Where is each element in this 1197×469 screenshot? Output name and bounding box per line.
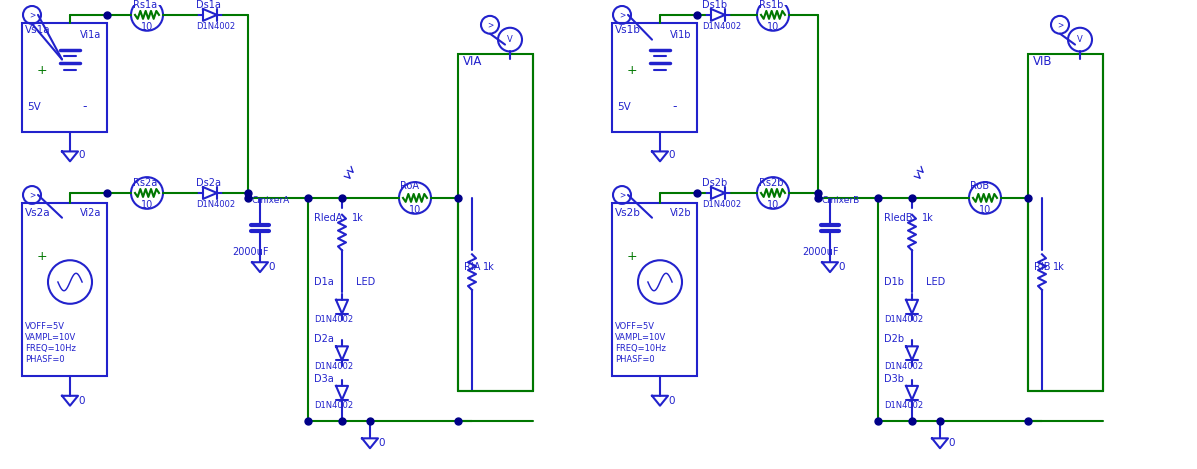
Text: >: > bbox=[619, 190, 625, 199]
Text: +: + bbox=[627, 64, 638, 77]
Text: +: + bbox=[37, 250, 48, 263]
Text: >: > bbox=[29, 190, 35, 199]
Text: Rs1a: Rs1a bbox=[133, 0, 157, 10]
Text: VOFF=5V: VOFF=5V bbox=[615, 322, 655, 331]
Text: RledB: RledB bbox=[885, 213, 912, 223]
Bar bbox=[1028, 54, 1102, 391]
Text: D1a: D1a bbox=[314, 277, 334, 287]
Text: Rs1b: Rs1b bbox=[759, 0, 783, 10]
Text: D1N4002: D1N4002 bbox=[885, 315, 923, 324]
Text: VOFF=5V: VOFF=5V bbox=[25, 322, 65, 331]
Text: Vs2b: Vs2b bbox=[615, 208, 640, 218]
Text: D1N4002: D1N4002 bbox=[314, 315, 353, 324]
Text: RledA: RledA bbox=[314, 213, 342, 223]
Text: FREQ=10Hz: FREQ=10Hz bbox=[615, 344, 666, 353]
Text: LED: LED bbox=[926, 277, 946, 287]
Text: 1k: 1k bbox=[352, 213, 364, 223]
Text: D1N4002: D1N4002 bbox=[314, 362, 353, 371]
Text: D1b: D1b bbox=[885, 277, 904, 287]
Text: 10: 10 bbox=[979, 205, 991, 215]
Text: VAMPL=10V: VAMPL=10V bbox=[615, 333, 667, 342]
Text: 10: 10 bbox=[141, 200, 153, 210]
Text: D2a: D2a bbox=[314, 334, 334, 344]
Text: Rs2b: Rs2b bbox=[759, 178, 784, 188]
Text: RoB: RoB bbox=[970, 181, 989, 191]
Text: Vs1a: Vs1a bbox=[25, 25, 50, 35]
Text: D1N4002: D1N4002 bbox=[701, 200, 741, 209]
Bar bbox=[612, 23, 697, 132]
Text: 0: 0 bbox=[838, 262, 845, 272]
Text: RoA: RoA bbox=[400, 181, 419, 191]
Text: 1k: 1k bbox=[922, 213, 934, 223]
Text: Vi1b: Vi1b bbox=[670, 30, 692, 40]
Text: 2000uF: 2000uF bbox=[232, 247, 268, 257]
Text: RIA: RIA bbox=[464, 262, 480, 272]
Text: Vs1b: Vs1b bbox=[615, 25, 640, 35]
Text: VAMPL=10V: VAMPL=10V bbox=[25, 333, 77, 342]
Text: >: > bbox=[487, 20, 493, 29]
Text: CmixerB: CmixerB bbox=[822, 197, 861, 205]
Text: Vi1a: Vi1a bbox=[80, 30, 102, 40]
Text: Vi2a: Vi2a bbox=[80, 208, 102, 218]
Text: Ds2a: Ds2a bbox=[196, 178, 221, 188]
Text: Ds1a: Ds1a bbox=[196, 0, 221, 10]
Text: >: > bbox=[619, 10, 625, 19]
Bar bbox=[22, 203, 107, 376]
Text: PHASF=0: PHASF=0 bbox=[615, 355, 655, 363]
Text: V: V bbox=[508, 35, 512, 44]
Text: D1N4002: D1N4002 bbox=[196, 200, 235, 209]
Text: D1N4002: D1N4002 bbox=[314, 401, 353, 410]
Bar bbox=[612, 203, 697, 376]
Text: D2b: D2b bbox=[885, 334, 904, 344]
Text: 0: 0 bbox=[948, 438, 954, 448]
Text: RIB: RIB bbox=[1034, 262, 1051, 272]
Bar bbox=[22, 23, 107, 132]
Text: D3a: D3a bbox=[314, 374, 334, 384]
Text: CmixerA: CmixerA bbox=[253, 197, 290, 205]
Text: 0: 0 bbox=[78, 151, 85, 160]
Text: 1k: 1k bbox=[484, 262, 494, 272]
Text: +: + bbox=[627, 250, 638, 263]
Text: LED: LED bbox=[356, 277, 375, 287]
Text: 10: 10 bbox=[409, 205, 421, 215]
Text: 10: 10 bbox=[141, 22, 153, 32]
Text: D3b: D3b bbox=[885, 374, 904, 384]
Text: 10: 10 bbox=[767, 200, 779, 210]
Bar bbox=[458, 54, 533, 391]
Text: V: V bbox=[1077, 35, 1083, 44]
Text: 0: 0 bbox=[378, 438, 384, 448]
Text: D1N4002: D1N4002 bbox=[701, 22, 741, 31]
Text: 0: 0 bbox=[268, 262, 274, 272]
Text: D1N4002: D1N4002 bbox=[196, 22, 235, 31]
Text: 0: 0 bbox=[668, 151, 674, 160]
Text: 5V: 5V bbox=[28, 102, 41, 112]
Text: 1k: 1k bbox=[1053, 262, 1065, 272]
Text: Rs2a: Rs2a bbox=[133, 178, 157, 188]
Text: 2000uF: 2000uF bbox=[802, 247, 839, 257]
Text: D1N4002: D1N4002 bbox=[885, 401, 923, 410]
Text: >: > bbox=[29, 10, 35, 19]
Text: FREQ=10Hz: FREQ=10Hz bbox=[25, 344, 75, 353]
Text: 5V: 5V bbox=[616, 102, 631, 112]
Text: +: + bbox=[37, 64, 48, 77]
Text: VIB: VIB bbox=[1033, 55, 1052, 68]
Text: -: - bbox=[672, 100, 676, 113]
Text: 0: 0 bbox=[668, 396, 674, 406]
Text: Ds2b: Ds2b bbox=[701, 178, 728, 188]
Text: VIA: VIA bbox=[463, 55, 482, 68]
Text: Ds1b: Ds1b bbox=[701, 0, 727, 10]
Text: Vi2b: Vi2b bbox=[670, 208, 692, 218]
Text: 10: 10 bbox=[767, 22, 779, 32]
Text: Vs2a: Vs2a bbox=[25, 208, 50, 218]
Text: 0: 0 bbox=[78, 396, 85, 406]
Text: -: - bbox=[83, 100, 86, 113]
Text: >: > bbox=[1057, 20, 1063, 29]
Text: PHASF=0: PHASF=0 bbox=[25, 355, 65, 363]
Text: D1N4002: D1N4002 bbox=[885, 362, 923, 371]
